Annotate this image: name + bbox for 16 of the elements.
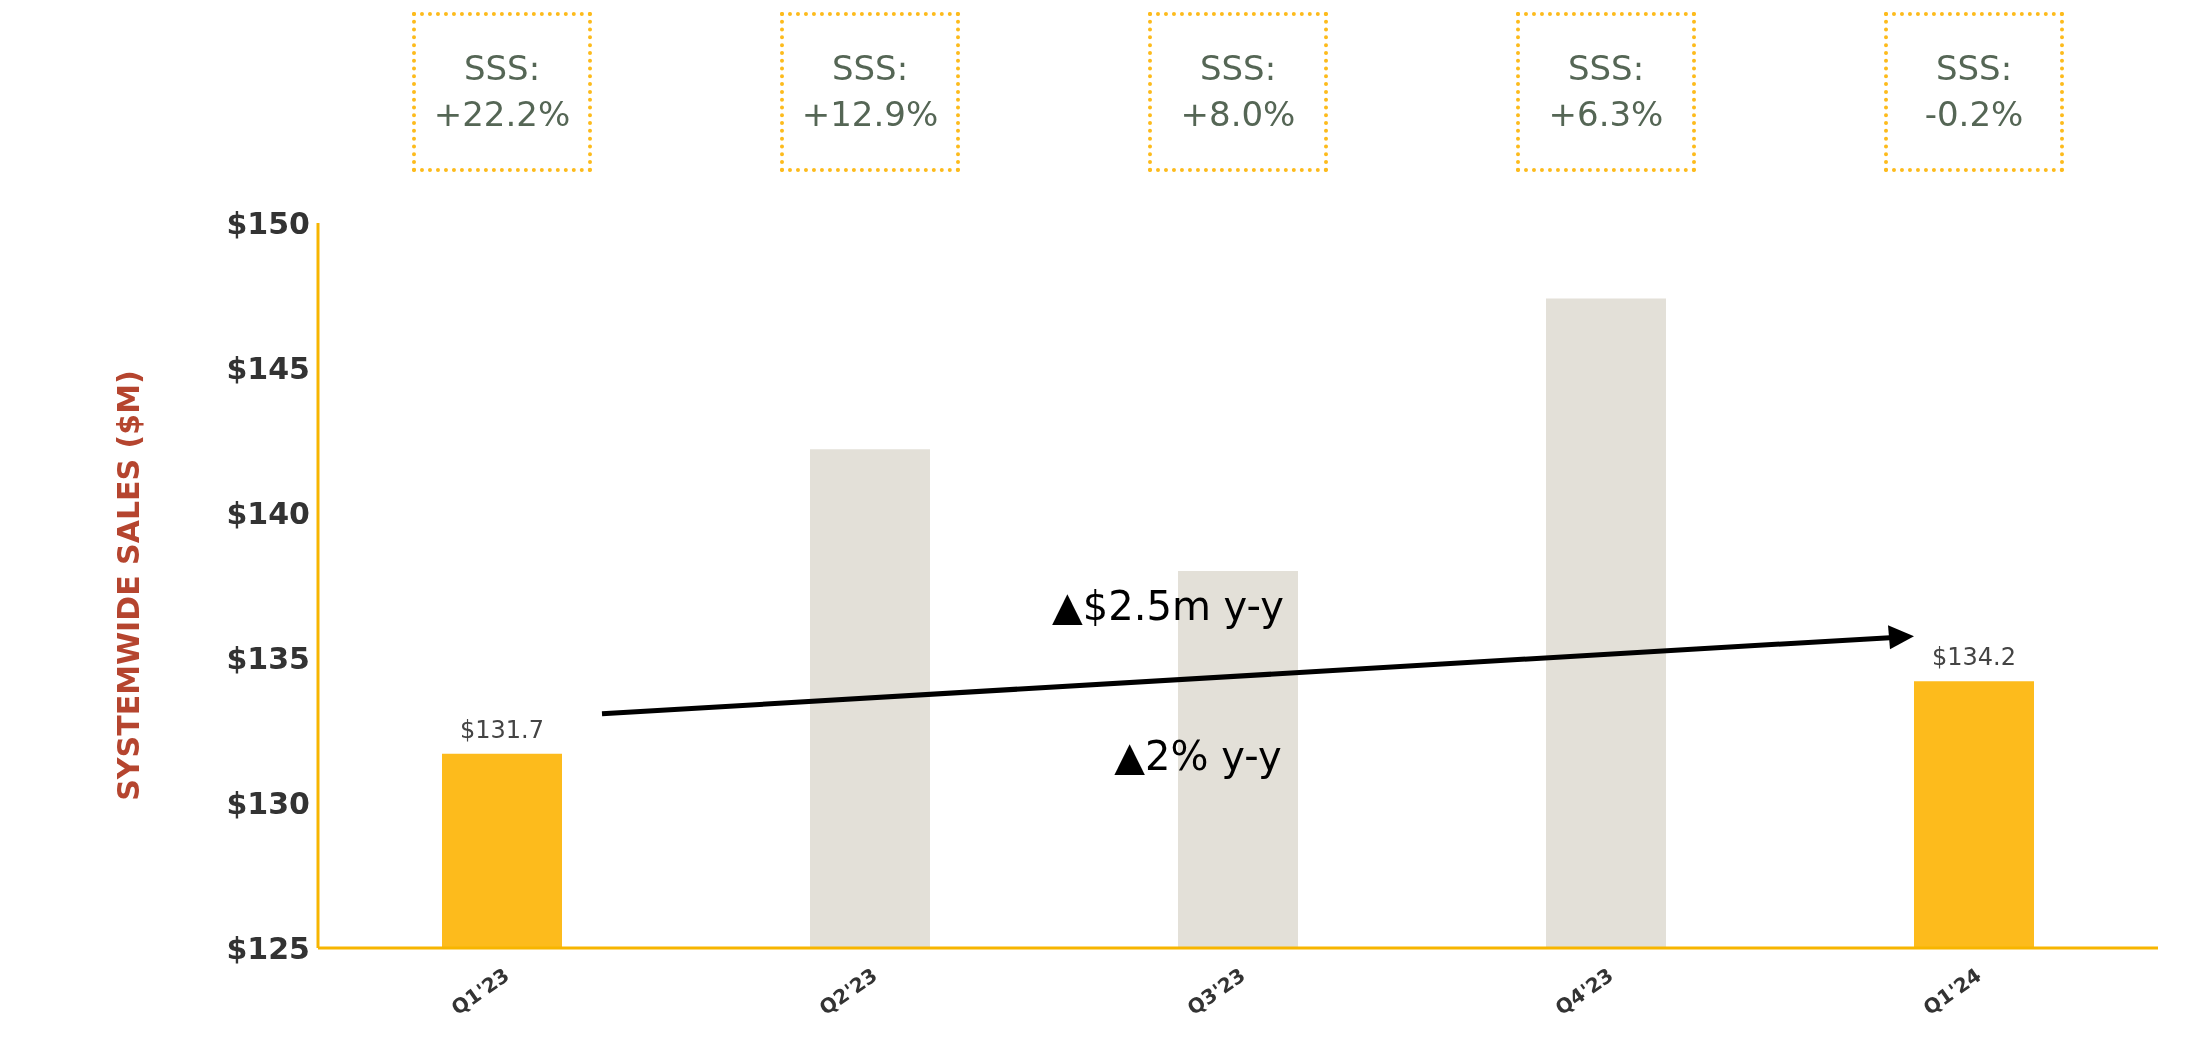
text: SSS: +8.0%: [1148, 12, 1328, 172]
text: SSS: +22.2%: [412, 12, 592, 172]
y-tick-label: $130: [226, 785, 310, 821]
text: SSS: +12.9%: [780, 12, 960, 172]
y-tick-label: $125: [226, 930, 310, 966]
y-tick-label: $150: [226, 205, 310, 241]
y-tick-label: $140: [226, 495, 310, 531]
y-tick-label: $145: [226, 350, 310, 386]
y-tick-label: $135: [226, 640, 310, 676]
annotation: ▲$2.5m y-y: [1052, 582, 1284, 629]
text: SSS: +6.3%: [1516, 12, 1696, 172]
text: SSS: -0.2%: [1884, 12, 2064, 172]
data-label: $134.2: [1932, 643, 2016, 672]
data-label: $131.7: [460, 715, 544, 744]
y-axis-title: SYSTEMWIDE SALES ($M): [110, 370, 146, 801]
annotation: ▲2% y-y: [1114, 732, 1282, 779]
